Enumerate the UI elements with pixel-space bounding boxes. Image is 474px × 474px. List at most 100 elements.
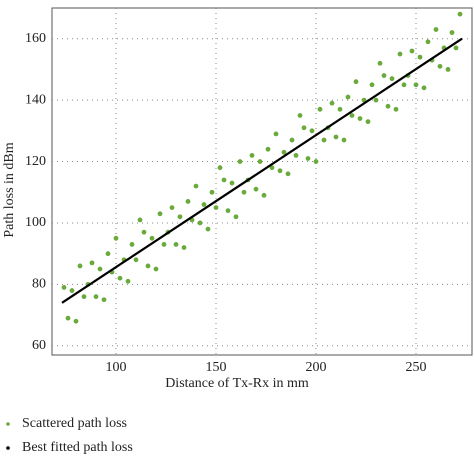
scatter-point (169, 205, 175, 211)
scatter-point (161, 242, 167, 247)
scatter-point (241, 189, 247, 195)
scatter-point (313, 159, 319, 164)
scatter-point (345, 94, 351, 100)
scatter-point (289, 137, 295, 143)
scatter-point (425, 39, 431, 45)
scatter-point (237, 159, 243, 164)
scatter-point (217, 165, 223, 171)
scatter-point (185, 199, 191, 204)
scatter-point (73, 318, 79, 324)
scatter-point (113, 235, 119, 241)
scatter-point (177, 214, 183, 220)
scatter-point (377, 60, 383, 66)
scatter-point (421, 85, 427, 91)
scatter-point (125, 278, 131, 284)
scatter-point (341, 137, 347, 143)
scatter-point (249, 152, 255, 158)
y-axis-label: Path loss in dBm (2, 142, 17, 237)
scatter-point (153, 266, 159, 272)
scatter-point (457, 11, 463, 17)
scatter-point (409, 48, 415, 54)
scatter-point (213, 205, 219, 211)
scatter-point (449, 30, 455, 35)
scatter-point (277, 168, 283, 174)
scatter-point (149, 235, 155, 241)
scatter-point (173, 242, 179, 247)
scatter-point (133, 257, 139, 263)
scatter-point (129, 242, 135, 247)
scatter-point (61, 285, 67, 290)
scatter-point (381, 73, 387, 78)
y-tick-label: 140 (25, 92, 46, 107)
scatter-point (201, 202, 207, 207)
y-tick-label: 100 (25, 215, 46, 230)
x-tick-label: 100 (106, 360, 127, 375)
scatter-point (253, 186, 259, 192)
scatter-point (393, 106, 399, 112)
scatter-point (309, 128, 315, 134)
scatter-point (269, 165, 275, 171)
scatter-point (77, 263, 83, 269)
x-tick-label: 150 (206, 360, 227, 375)
scatter-point (197, 220, 203, 226)
scatter-point (81, 294, 87, 300)
scatter-point (97, 266, 103, 272)
scatter-point (369, 82, 375, 88)
scatter-point (373, 97, 379, 103)
x-axis-label: Distance of Tx-Rx in mm (165, 376, 309, 391)
scatter-point (401, 82, 407, 88)
scatter-point (417, 54, 423, 60)
legend-marker (6, 422, 10, 426)
scatter-point (433, 27, 439, 32)
y-tick-label: 120 (25, 154, 46, 169)
y-tick-label: 60 (32, 338, 46, 353)
legend-marker (6, 446, 10, 450)
scatter-point (349, 113, 355, 118)
scatter-point (445, 67, 451, 72)
scatter-point (193, 183, 199, 189)
scatter-point (453, 45, 459, 51)
scatter-point (437, 63, 443, 69)
scatter-point (329, 100, 335, 106)
scatter-point (93, 294, 99, 300)
scatter-point (117, 275, 123, 281)
scatter-point (205, 226, 211, 232)
scatter-point (413, 82, 419, 88)
scatter-point (285, 171, 291, 177)
scatter-point (337, 106, 343, 112)
scatter-point (229, 180, 235, 186)
scatter-point (145, 263, 151, 269)
scatter-point (293, 152, 299, 158)
scatter-point (69, 288, 75, 293)
scatter-point (181, 245, 187, 250)
y-tick-label: 160 (25, 31, 46, 46)
x-tick-label: 200 (306, 360, 327, 375)
scatter-point (317, 106, 323, 112)
scatter-point (65, 315, 71, 321)
scatter-point (141, 229, 147, 235)
scatter-point (273, 131, 279, 137)
scatter-point (225, 208, 231, 214)
scatter-point (105, 251, 111, 257)
fit-line (61, 37, 463, 304)
scatter-point (321, 137, 327, 143)
scatter-point (389, 76, 395, 82)
scatter-point (137, 217, 143, 223)
legend-label: Scattered path loss (22, 416, 127, 431)
scatter-point (333, 134, 339, 140)
scatter-point (209, 189, 215, 195)
scatter-point (357, 116, 363, 121)
scatter-point (101, 297, 107, 303)
scatter-point (221, 177, 227, 183)
scatter-point (89, 260, 95, 266)
scatter-point (397, 51, 403, 57)
scatter-point (233, 214, 239, 220)
scatter-point (297, 113, 303, 118)
scatter-point (265, 146, 271, 152)
scatter-point (385, 103, 391, 109)
scatter-point (353, 79, 359, 85)
scatter-point (257, 159, 263, 164)
x-tick-label: 250 (406, 360, 427, 375)
scatter-point (261, 192, 267, 198)
scatter-point (365, 119, 371, 125)
